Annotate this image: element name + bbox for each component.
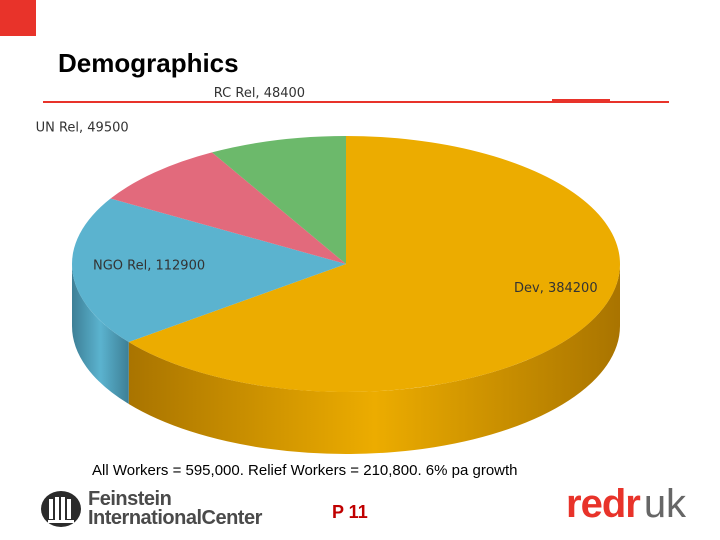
pie-slice-rc-rel: [211, 136, 346, 264]
data-label-dev: Dev, 384200: [514, 281, 598, 296]
pie-sides: [72, 264, 620, 454]
feinstein-emblem-icon: [41, 491, 81, 527]
corner-accent-square: [0, 0, 36, 36]
data-label-ngo-rel: NGO Rel, 112900: [93, 258, 205, 273]
pie-slices: [72, 136, 620, 392]
pie-labels: Dev, 384200 NGO Rel, 112900 UN Rel, 49500 R…: [36, 86, 598, 296]
pie-slice-ngo-rel: [72, 198, 346, 342]
pie-side-dev: [128, 264, 620, 454]
slide-title: Demographics: [58, 48, 239, 78]
data-label-rc-rel: RC Rel, 48400: [214, 86, 305, 101]
feinstein-logo: Feinstein InternationalCenter: [40, 488, 270, 532]
redr-uk-logo: redr uk: [566, 482, 686, 528]
title-divider: [43, 101, 669, 103]
pie-slice-un-rel: [110, 152, 347, 264]
pie-slice-dev: [128, 136, 620, 392]
pie-side-ngo-rel: [72, 264, 129, 404]
feinstein-name-line1: Feinstein: [88, 488, 172, 510]
chart-caption: All Workers = 595,000. Relief Workers = …: [92, 462, 518, 479]
uk-wordmark: uk: [643, 482, 687, 526]
redr-wordmark: redr: [566, 482, 641, 526]
feinstein-name-line2: InternationalCenter: [88, 507, 262, 529]
title-divider-accent: [552, 99, 610, 102]
data-label-un-rel: UN Rel, 49500: [36, 120, 129, 135]
page-number: P 11: [332, 502, 368, 522]
